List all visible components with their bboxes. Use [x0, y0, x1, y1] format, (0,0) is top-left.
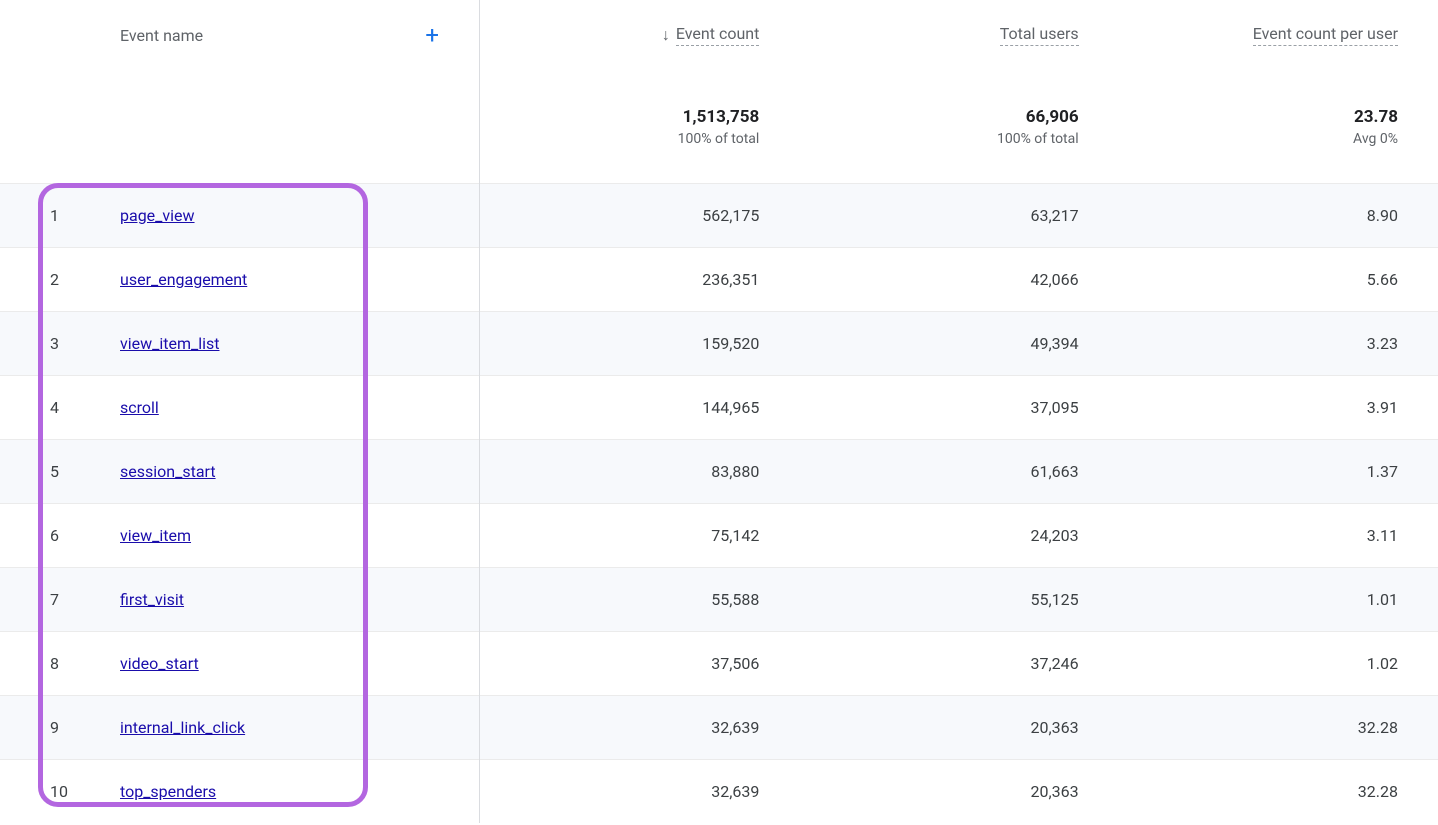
metric-cell: 236,351 — [480, 247, 799, 311]
metric-cell: 20,363 — [799, 695, 1118, 759]
metric-col-2: Event count per user 23.78 Avg 0% 8.905.… — [1119, 0, 1438, 823]
metric-col-1: Total users 66,906 100% of total 63,2174… — [799, 0, 1118, 823]
row-index: 3 — [50, 334, 120, 353]
metric-summary: 23.78 Avg 0% — [1119, 70, 1438, 183]
metric-cell: 5.66 — [1119, 247, 1438, 311]
metric-header[interactable]: Event count per user — [1119, 0, 1438, 70]
event-link[interactable]: top_spenders — [120, 782, 216, 801]
events-table: Event name + 1page_view2user_engagement3… — [0, 0, 1438, 823]
metric-cell: 42,066 — [799, 247, 1118, 311]
metrics-panel: ↓ Event count 1,513,758 100% of total 56… — [480, 0, 1438, 823]
metric-cell: 55,125 — [799, 567, 1118, 631]
metric-summary: 66,906 100% of total — [799, 70, 1118, 183]
row-index: 8 — [50, 654, 120, 673]
metric-cell: 1.01 — [1119, 567, 1438, 631]
row-index: 5 — [50, 462, 120, 481]
metric-summary: 1,513,758 100% of total — [480, 70, 799, 183]
metric-cell: 3.91 — [1119, 375, 1438, 439]
table-row: 1page_view — [0, 183, 479, 247]
metric-cell: 1.37 — [1119, 439, 1438, 503]
table-row: 5session_start — [0, 439, 479, 503]
summary-sub: Avg 0% — [1353, 131, 1398, 147]
dimension-header-label: Event name — [120, 26, 203, 45]
event-link[interactable]: first_visit — [120, 590, 184, 609]
dimension-summary-spacer — [0, 70, 479, 183]
metric-cell: 32,639 — [480, 759, 799, 823]
metric-col-0: ↓ Event count 1,513,758 100% of total 56… — [480, 0, 799, 823]
metric-header[interactable]: ↓ Event count — [480, 0, 799, 70]
metric-cell: 1.02 — [1119, 631, 1438, 695]
metric-cell: 3.11 — [1119, 503, 1438, 567]
dimension-column: Event name + 1page_view2user_engagement3… — [0, 0, 480, 823]
metric-cell: 37,506 — [480, 631, 799, 695]
summary-value: 66,906 — [1026, 107, 1079, 127]
row-index: 10 — [50, 782, 120, 801]
metric-cell: 8.90 — [1119, 183, 1438, 247]
metric-cell: 61,663 — [799, 439, 1118, 503]
metric-cell: 20,363 — [799, 759, 1118, 823]
row-index: 9 — [50, 718, 120, 737]
event-link[interactable]: scroll — [120, 398, 159, 417]
metric-header-label: Total users — [1000, 24, 1079, 46]
metric-cell: 63,217 — [799, 183, 1118, 247]
metric-cell: 3.23 — [1119, 311, 1438, 375]
summary-sub: 100% of total — [997, 131, 1079, 147]
metric-cell: 55,588 — [480, 567, 799, 631]
metric-cell: 37,246 — [799, 631, 1118, 695]
metric-header-label: Event count per user — [1253, 24, 1398, 46]
metric-header-label: Event count — [676, 24, 759, 46]
row-index: 2 — [50, 270, 120, 289]
table-row: 3view_item_list — [0, 311, 479, 375]
event-link[interactable]: view_item — [120, 526, 191, 545]
table-row: 9internal_link_click — [0, 695, 479, 759]
metric-header[interactable]: Total users — [799, 0, 1118, 70]
event-link[interactable]: session_start — [120, 462, 216, 481]
table-row: 2user_engagement — [0, 247, 479, 311]
metric-cell: 562,175 — [480, 183, 799, 247]
row-index: 4 — [50, 398, 120, 417]
add-dimension-icon[interactable]: + — [425, 21, 439, 49]
summary-value: 1,513,758 — [683, 107, 760, 127]
table-row: 8video_start — [0, 631, 479, 695]
event-link[interactable]: view_item_list — [120, 334, 220, 353]
metric-cell: 32,639 — [480, 695, 799, 759]
metric-cell: 83,880 — [480, 439, 799, 503]
dimension-header-row: Event name + — [0, 0, 479, 70]
metric-cell: 159,520 — [480, 311, 799, 375]
metric-cell: 37,095 — [799, 375, 1118, 439]
table-row: 10top_spenders — [0, 759, 479, 823]
metric-cell: 32.28 — [1119, 759, 1438, 823]
table-row: 4scroll — [0, 375, 479, 439]
metric-cell: 32.28 — [1119, 695, 1438, 759]
table-row: 7first_visit — [0, 567, 479, 631]
row-index: 6 — [50, 526, 120, 545]
summary-value: 23.78 — [1354, 107, 1398, 127]
table-row: 6view_item — [0, 503, 479, 567]
metric-cell: 144,965 — [480, 375, 799, 439]
row-index: 7 — [50, 590, 120, 609]
sort-arrow-icon: ↓ — [662, 25, 670, 45]
metric-cell: 24,203 — [799, 503, 1118, 567]
metric-cell: 75,142 — [480, 503, 799, 567]
metric-cell: 49,394 — [799, 311, 1118, 375]
event-link[interactable]: user_engagement — [120, 270, 247, 289]
event-link[interactable]: internal_link_click — [120, 718, 245, 737]
row-index: 1 — [50, 206, 120, 225]
event-link[interactable]: video_start — [120, 654, 199, 673]
summary-sub: 100% of total — [678, 131, 760, 147]
event-link[interactable]: page_view — [120, 206, 195, 225]
